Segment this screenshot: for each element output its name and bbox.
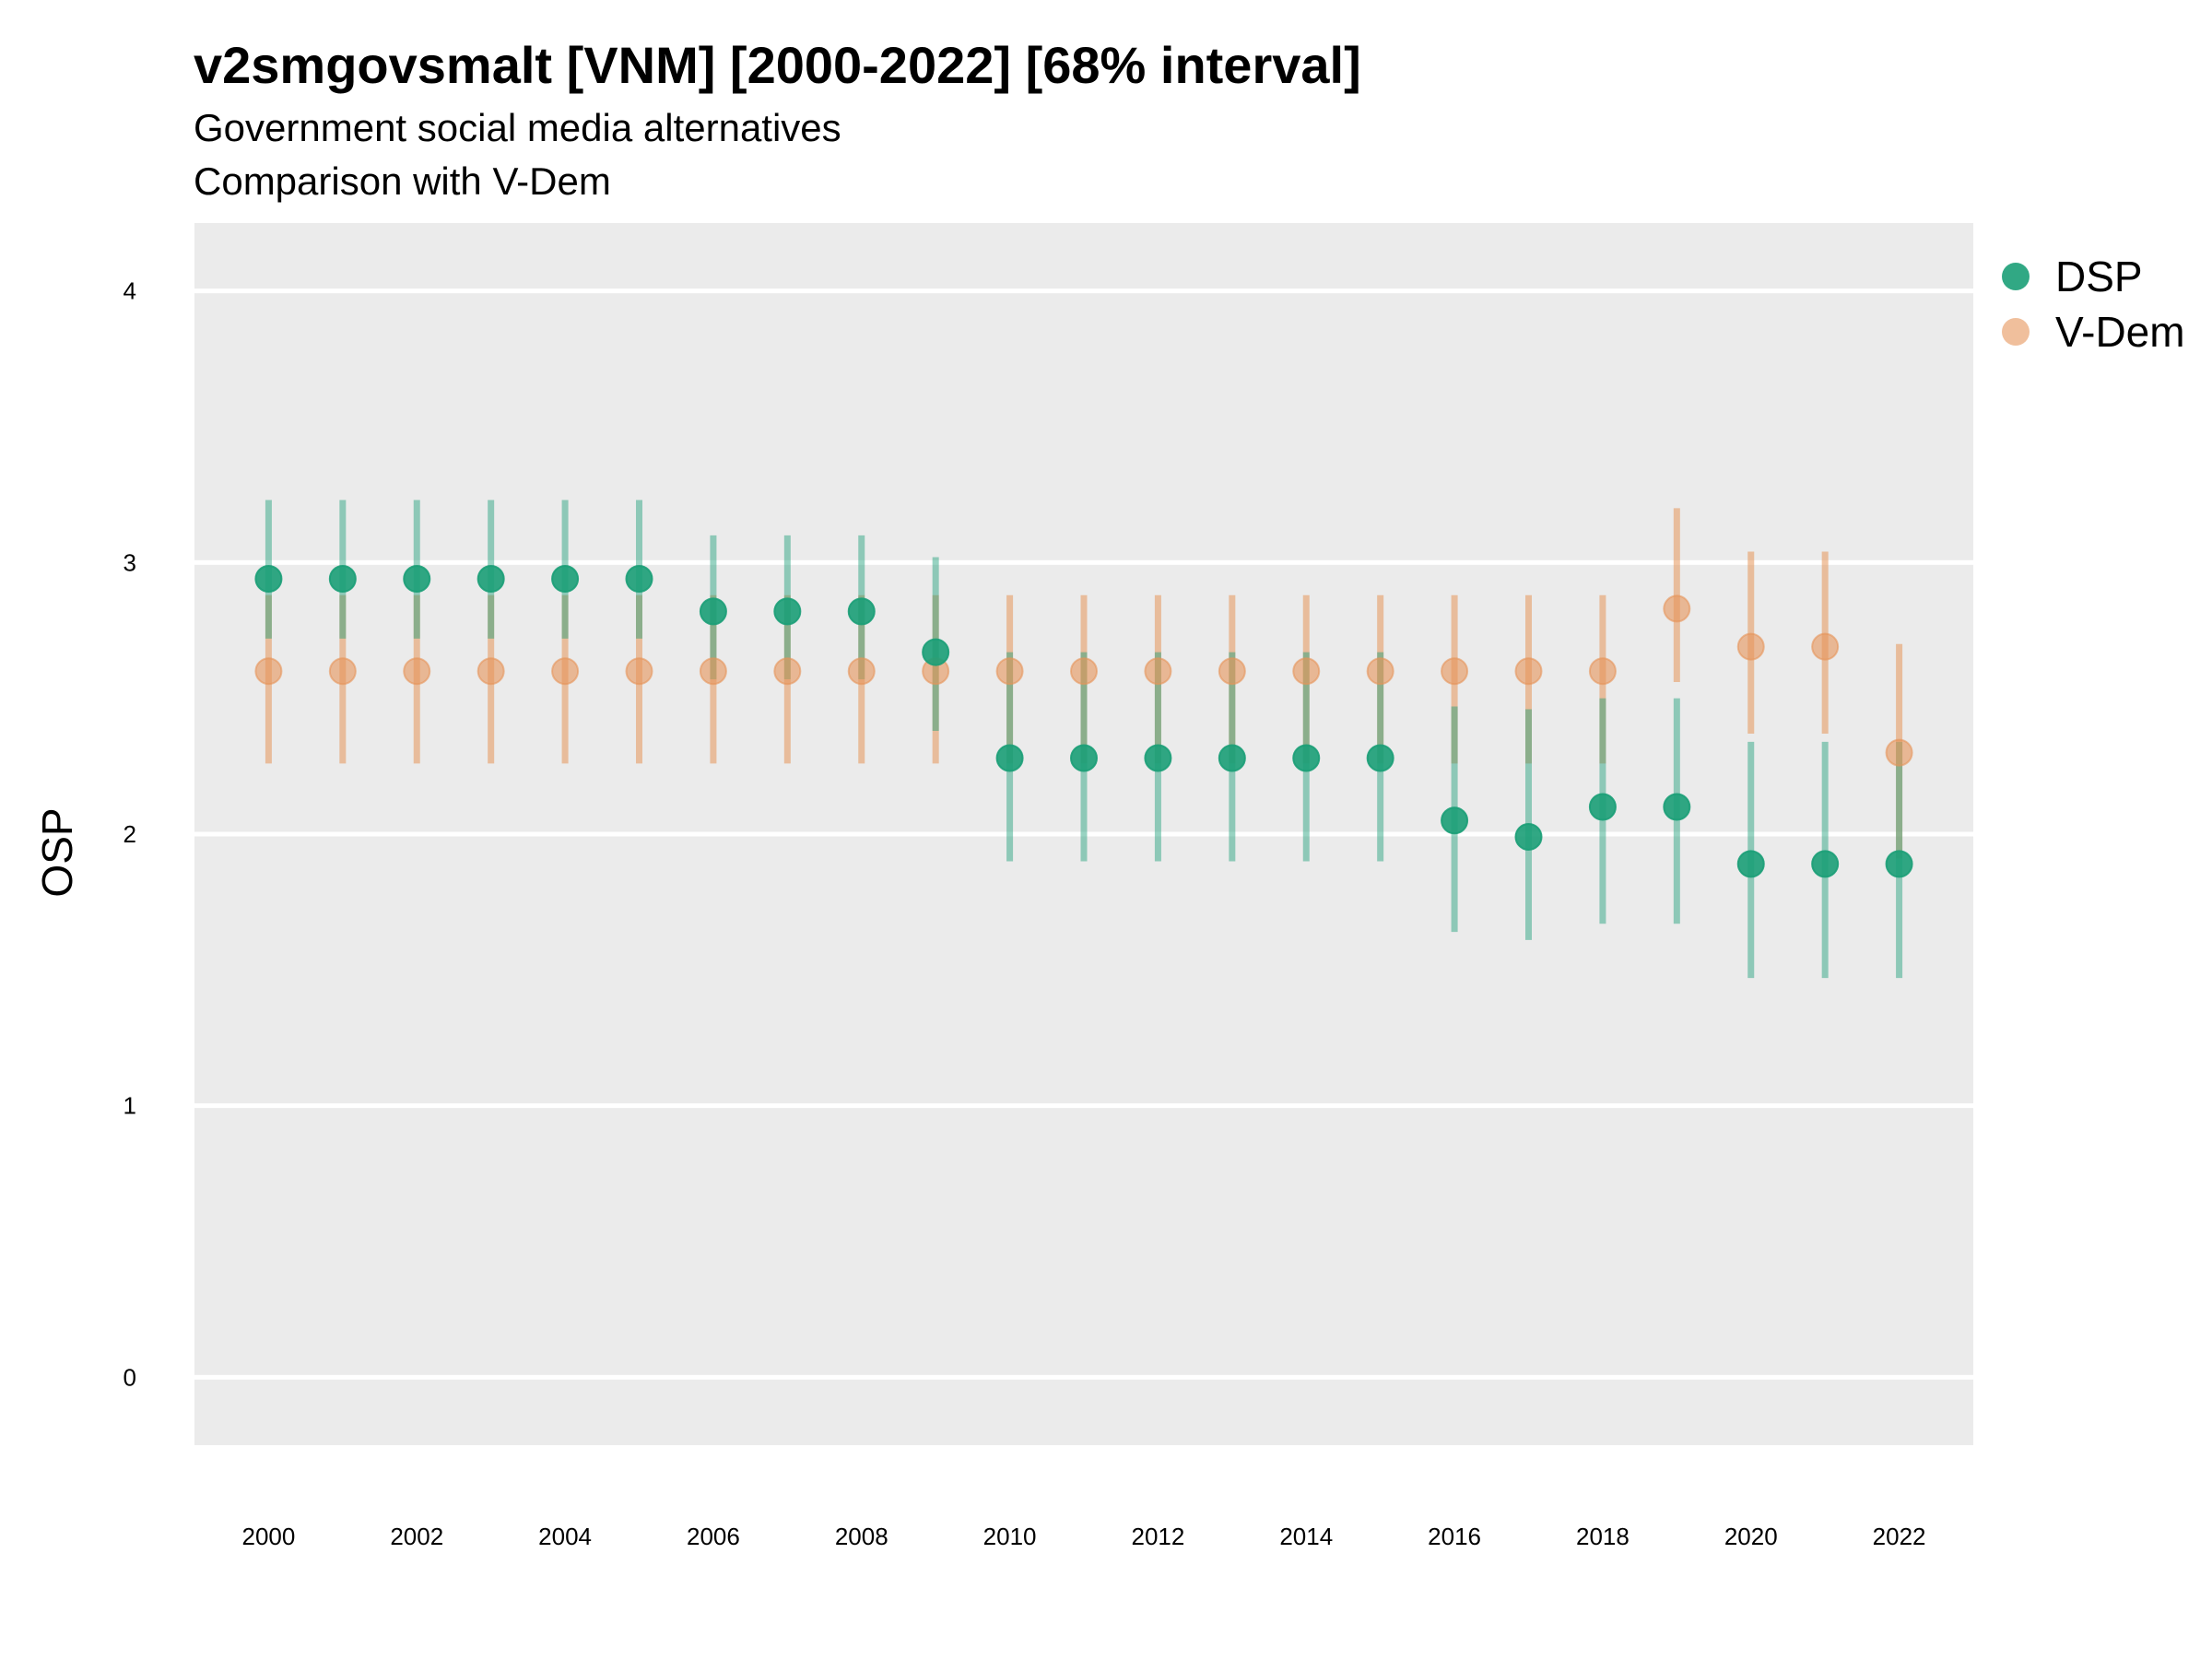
legend-label-dsp: DSP [2055, 253, 2143, 300]
data-point-vdem [328, 657, 357, 686]
legend-item-dsp: DSP [2002, 249, 2185, 304]
x-tick-label: 2012 [1131, 1523, 1184, 1550]
legend-item-vdem: V-Dem [2002, 304, 2185, 359]
chart-subtitle: Government social media alternatives [194, 106, 841, 149]
data-point-dsp [1441, 806, 1469, 835]
x-tick-label: 2010 [983, 1523, 1037, 1550]
data-point-dsp [254, 565, 283, 594]
data-point-dsp [1292, 744, 1321, 772]
data-point-vdem [995, 657, 1024, 686]
data-point-vdem [699, 657, 727, 686]
data-point-dsp [403, 565, 431, 594]
x-tick-label: 2008 [835, 1523, 888, 1550]
data-point-vdem [1218, 657, 1246, 686]
chart-subtitle-comparison: Comparison with V-Dem [194, 159, 611, 203]
data-point-vdem [1588, 657, 1617, 686]
data-point-vdem [625, 657, 653, 686]
data-point-dsp [847, 597, 876, 626]
data-point-dsp [1811, 850, 1840, 878]
legend: DSP V-Dem [2002, 249, 2185, 359]
data-point-vdem [403, 657, 431, 686]
x-tick-label: 2000 [241, 1523, 295, 1550]
data-point-vdem [1366, 657, 1394, 686]
x-tick-label: 2022 [1873, 1523, 1926, 1550]
data-point-dsp [1736, 850, 1765, 878]
x-tick-label: 2004 [538, 1523, 592, 1550]
data-point-dsp [477, 565, 505, 594]
data-point-vdem [1736, 632, 1765, 661]
y-tick-label: 1 [124, 1092, 136, 1120]
data-point-dsp [995, 744, 1024, 772]
x-tick-label: 2016 [1428, 1523, 1481, 1550]
chart-title: v2smgovsmalt [VNM] [2000-2022] [68% inte… [194, 36, 1361, 94]
data-point-vdem [1144, 657, 1172, 686]
x-tick-label: 2014 [1279, 1523, 1333, 1550]
data-point-dsp [625, 565, 653, 594]
y-tick-label: 2 [124, 820, 136, 848]
data-point-vdem [847, 657, 876, 686]
data-point-dsp [328, 565, 357, 594]
data-point-dsp [551, 565, 580, 594]
x-tick-label: 2020 [1724, 1523, 1778, 1550]
data-point-dsp [773, 597, 802, 626]
data-point-dsp [922, 638, 950, 666]
data-point-vdem [1885, 738, 1913, 767]
legend-key-dsp [2002, 263, 2030, 290]
legend-key-vdem [2002, 318, 2030, 346]
data-point-vdem [1811, 632, 1840, 661]
data-point-vdem [1441, 657, 1469, 686]
y-tick-label: 4 [124, 277, 136, 305]
x-tick-label: 2006 [687, 1523, 740, 1550]
data-point-vdem [1292, 657, 1321, 686]
data-point-dsp [1885, 850, 1913, 878]
y-tick-label: 0 [124, 1363, 136, 1391]
data-point-vdem [551, 657, 580, 686]
data-point-dsp [1218, 744, 1246, 772]
data-point-vdem [1514, 657, 1543, 686]
data-point-vdem [254, 657, 283, 686]
data-point-dsp [1514, 822, 1543, 851]
data-point-dsp [1663, 793, 1691, 821]
data-point-dsp [699, 597, 727, 626]
data-point-vdem [477, 657, 505, 686]
data-point-vdem [1663, 594, 1691, 623]
data-point-dsp [1144, 744, 1172, 772]
x-tick-label: 2018 [1576, 1523, 1630, 1550]
data-point-vdem [773, 657, 802, 686]
data-point-vdem [1070, 657, 1098, 686]
y-tick-label: 3 [124, 548, 136, 576]
data-point-dsp [1070, 744, 1098, 772]
data-point-dsp [1366, 744, 1394, 772]
data-point-dsp [1588, 793, 1617, 821]
x-tick-label: 2002 [390, 1523, 443, 1550]
legend-label-vdem: V-Dem [2055, 308, 2185, 356]
